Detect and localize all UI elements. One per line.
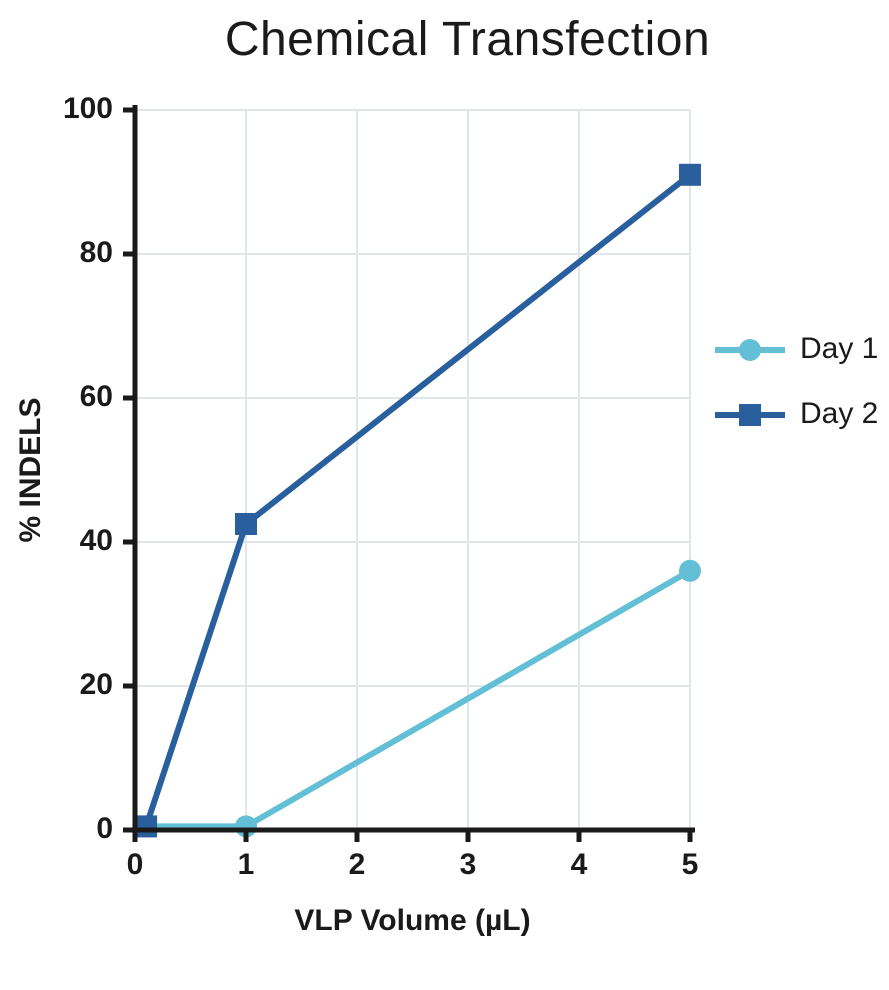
y-tick-label: 0 [96, 812, 113, 845]
legend-label: Day 1 [800, 332, 878, 365]
y-tick-label: 40 [80, 524, 113, 557]
x-tick-label: 2 [349, 848, 366, 881]
legend-marker [739, 339, 761, 361]
y-tick-label: 100 [63, 92, 113, 125]
x-tick-label: 4 [571, 848, 588, 881]
x-tick-label: 1 [238, 848, 255, 881]
series-marker [235, 513, 257, 535]
legend-label: Day 2 [800, 397, 878, 430]
x-tick-label: 5 [682, 848, 699, 881]
x-tick-label: 3 [460, 848, 477, 881]
chart-container: 0 20 40 60 80 100 0 1 2 3 4 5 % INDELS VLP Volume (µL… [0, 0, 889, 990]
chart-svg: 0 20 40 60 80 100 0 1 2 3 4 5 % INDELS VLP Volume (µL… [0, 0, 889, 990]
series-marker [679, 560, 701, 582]
chart-title: Chemical Transfection [225, 13, 710, 66]
y-tick-label: 80 [80, 236, 113, 269]
series-marker [135, 815, 157, 837]
y-tick-label: 60 [80, 380, 113, 413]
legend-marker [739, 404, 761, 426]
y-axis-label: % INDELS [14, 397, 47, 542]
series-marker [679, 164, 701, 186]
y-tick-label: 20 [80, 668, 113, 701]
x-tick-label: 0 [127, 848, 144, 881]
x-axis-label: VLP Volume (µL) [294, 904, 530, 937]
